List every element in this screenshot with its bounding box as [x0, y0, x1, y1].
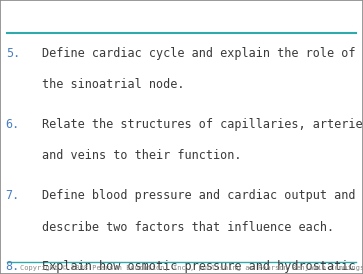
- Text: 8.: 8.: [6, 260, 20, 273]
- Text: and veins to their function.: and veins to their function.: [42, 149, 241, 162]
- Text: 6.: 6.: [6, 118, 20, 131]
- Text: Define cardiac cycle and explain the role of: Define cardiac cycle and explain the rol…: [42, 47, 355, 59]
- Text: Explain how osmotic pressure and hydrostatic: Explain how osmotic pressure and hydrost…: [42, 260, 355, 273]
- Text: 7.: 7.: [6, 189, 20, 202]
- Text: Copyright © 2008 Pearson Education, Inc., publishing as Pearson Benjamin Cumming: Copyright © 2008 Pearson Education, Inc.…: [20, 265, 363, 271]
- Text: Relate the structures of capillaries, arteries,: Relate the structures of capillaries, ar…: [42, 118, 363, 131]
- Text: describe two factors that influence each.: describe two factors that influence each…: [42, 221, 334, 233]
- Text: Define blood pressure and cardiac output and: Define blood pressure and cardiac output…: [42, 189, 355, 202]
- Text: the sinoatrial node.: the sinoatrial node.: [42, 78, 184, 91]
- Text: 5.: 5.: [6, 47, 20, 59]
